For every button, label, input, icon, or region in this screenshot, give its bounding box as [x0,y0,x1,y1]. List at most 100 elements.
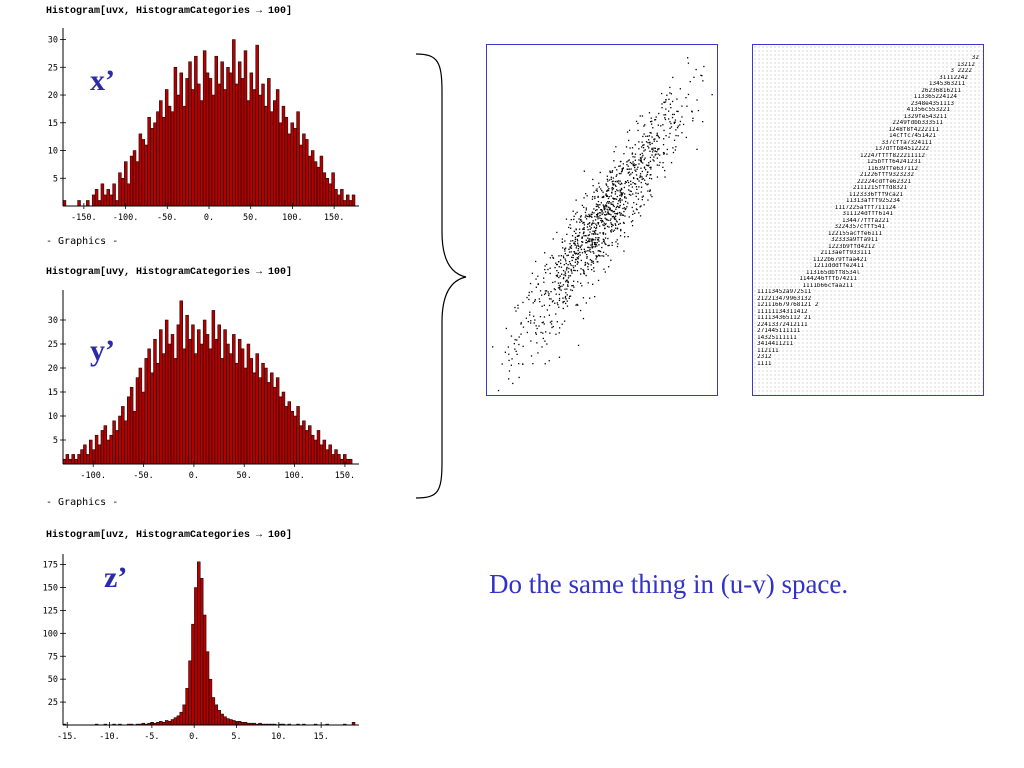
scatter-point [650,117,652,119]
histogram-bar [162,353,166,465]
histogram-bar [80,449,84,465]
scatter-point [631,147,634,149]
table-row: 3414411211 [757,341,979,348]
table-row: 113365224124 [757,94,979,101]
scatter-point [622,163,624,165]
scatter-point [540,331,542,334]
command-line-z: Histogram[uvz, HistogramCategories → 100… [46,530,293,541]
scatter-point [612,203,614,205]
scatter-point [657,135,659,137]
scatter-point [608,202,610,204]
scatter-point [577,240,579,242]
scatter-point [600,188,602,190]
scatter-point [682,123,685,126]
scatter-point [535,333,537,335]
scatter-point [587,240,589,243]
scatter-point [623,186,625,189]
scatter-point [575,229,577,231]
histogram-bar [264,105,268,207]
table-row-value: 3 2222 [950,68,972,74]
scatter-point [589,238,591,240]
scatter-point [605,184,608,186]
scatter-point [581,244,583,246]
scatter-point [602,232,605,234]
scatter-point [617,180,620,182]
scatter-point [634,169,636,171]
scatter-point [672,113,674,116]
scatter-point [591,233,593,235]
scatter-point [550,323,553,325]
scatter-point [548,298,551,300]
histogram-bar [91,194,96,207]
scatter-point [625,181,627,183]
scatter-point [635,170,637,172]
scatter-point [574,269,576,272]
scatter-point [635,192,637,194]
scatter-point [595,258,597,260]
scatter-point [599,225,601,227]
scatter-point [548,304,551,307]
scatter-point [613,198,616,200]
scatter-point [605,243,607,246]
scatter-point [581,285,583,287]
scatter-point [597,195,599,198]
x-tick-label: -10. [99,732,119,742]
scatter-point [555,293,557,295]
scatter-point [580,245,582,247]
scatter-point [638,148,640,150]
table-row-value: 3224357cfff541 [834,224,885,230]
scatter-point [669,86,671,89]
scatter-point [564,253,566,255]
scatter-point [653,156,655,158]
histogram-x: 5 10 15 20 25 30 -150. -100. -50. 0. 50. 100. 150. x’ [48,28,359,223]
scatter-point [564,320,566,322]
histogram-bar [202,319,207,465]
scatter-point [630,190,632,193]
scatter-point [656,176,659,178]
scatter-point [610,223,613,225]
scatter-point [623,207,626,209]
scatter-point [578,245,580,247]
scatter-point [607,197,610,200]
scatter-point [599,214,601,217]
histogram-bar [223,716,227,726]
scatter-point [602,212,604,214]
scatter-point [621,199,623,201]
scatter-point [607,189,609,191]
graphics-output-y: - Graphics - [46,497,119,508]
scatter-point [611,171,613,173]
scatter-point [615,215,617,217]
histogram-bar [211,697,216,726]
scatter-point [613,151,615,153]
scatter-point [535,325,537,327]
x-tick-label: -15. [57,732,77,742]
scatter-point [647,135,649,137]
table-row-value: 1223b9ffd4212 [828,243,875,250]
scatter-point [642,178,644,180]
scatter-point [621,168,623,170]
scatter-point [621,188,623,190]
scatter-point [630,194,632,196]
scatter-point [627,160,629,162]
scatter-point [624,197,626,199]
scatter-point [647,142,649,144]
scatter-point [589,246,591,249]
scatter-point [631,153,633,155]
scatter-point [617,200,620,202]
scatter-point [603,255,605,257]
scatter-point [580,215,582,217]
histogram-bar [240,78,245,207]
scatter-point [518,343,520,346]
scatter-point [571,289,574,292]
scatter-point [575,199,577,201]
histogram-bar [135,161,140,207]
scatter-point [585,209,587,211]
scatter-point [631,152,634,154]
scatter-point [640,158,642,160]
scatter-point [609,207,611,209]
scatter-point [669,132,671,135]
scatter-point [669,121,671,123]
scatter-point [621,214,623,216]
scatter-point [677,135,679,137]
histogram-bar [176,324,181,465]
